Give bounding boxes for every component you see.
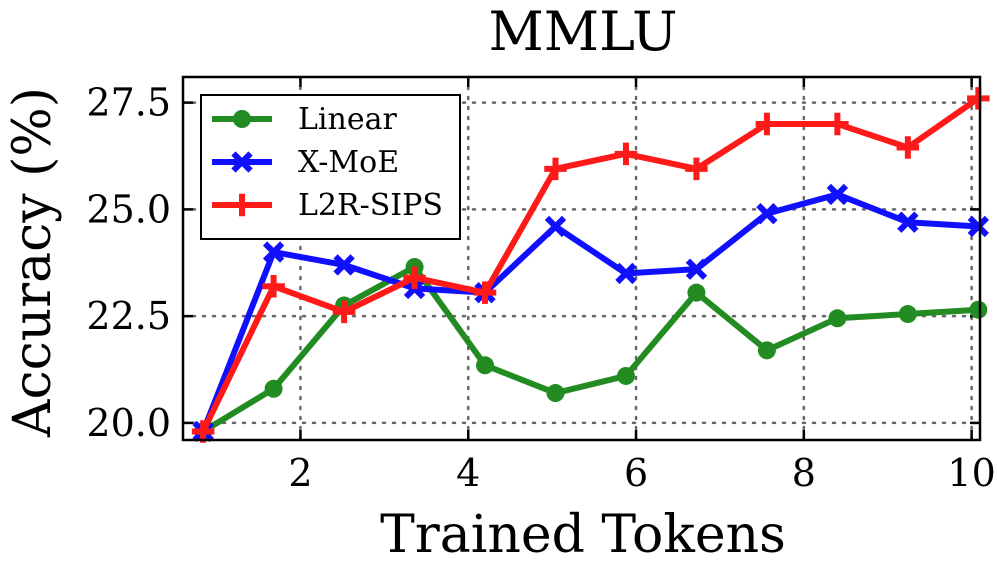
data-point (755, 112, 779, 136)
x-tick-label: 2 (288, 451, 312, 495)
data-point (685, 258, 708, 280)
data-point (473, 281, 497, 304)
x-tick-label: 8 (792, 451, 816, 495)
series-line (200, 95, 981, 433)
data-point (615, 262, 637, 285)
data-point (967, 215, 989, 238)
data-point (264, 379, 283, 398)
data-point (967, 87, 990, 110)
data-point (896, 136, 920, 159)
data-point (826, 183, 849, 206)
data-point (826, 112, 849, 136)
data-point (828, 309, 847, 328)
legend: Linear X-MoE L2R-SIPS (200, 94, 461, 240)
y-axis-label: Accuracy (%) (3, 87, 63, 438)
data-point (262, 241, 285, 263)
data-point (897, 211, 919, 233)
series-line (200, 191, 979, 433)
series-l2r-sips (191, 87, 990, 443)
data-point (333, 254, 355, 276)
data-point (757, 341, 776, 360)
data-point (230, 193, 254, 217)
series-linear (194, 258, 988, 441)
x-tick-label: 10 (947, 451, 995, 495)
y-tick-label: 22.5 (86, 294, 171, 338)
plot-frame (181, 75, 982, 442)
data-point (476, 356, 495, 375)
legend-label: Linear (298, 102, 397, 137)
data-point (756, 202, 778, 225)
data-point (614, 142, 638, 166)
x-tick-label: 6 (624, 451, 648, 495)
legend-label: L2R-SIPS (298, 188, 443, 223)
data-point (687, 283, 706, 302)
data-point (262, 275, 285, 298)
legend-entry: Linear (212, 102, 397, 137)
data-point (332, 300, 356, 324)
legend-entry: X-MoE (212, 145, 399, 180)
x-axis-label: Trained Tokens (380, 505, 786, 565)
x-tick-label: 4 (456, 451, 480, 495)
series-layer (191, 87, 990, 443)
legend-entry: L2R-SIPS (212, 188, 443, 223)
series-line (201, 264, 979, 435)
data-point (403, 266, 426, 289)
data-point (233, 110, 251, 128)
y-tick-label: 25.0 (86, 187, 171, 231)
y-tick-label: 27.5 (86, 81, 171, 125)
chart-title: MMLU (489, 0, 678, 63)
data-point (231, 151, 253, 173)
data-point (544, 215, 567, 238)
data-point (685, 157, 708, 181)
y-tick-label: 20.0 (86, 401, 171, 445)
series-x-moe (192, 183, 989, 443)
data-point (546, 384, 565, 403)
data-point (898, 305, 917, 324)
data-point (544, 157, 567, 181)
legend-label: X-MoE (298, 145, 399, 180)
data-point (616, 366, 635, 385)
data-point (969, 300, 988, 319)
